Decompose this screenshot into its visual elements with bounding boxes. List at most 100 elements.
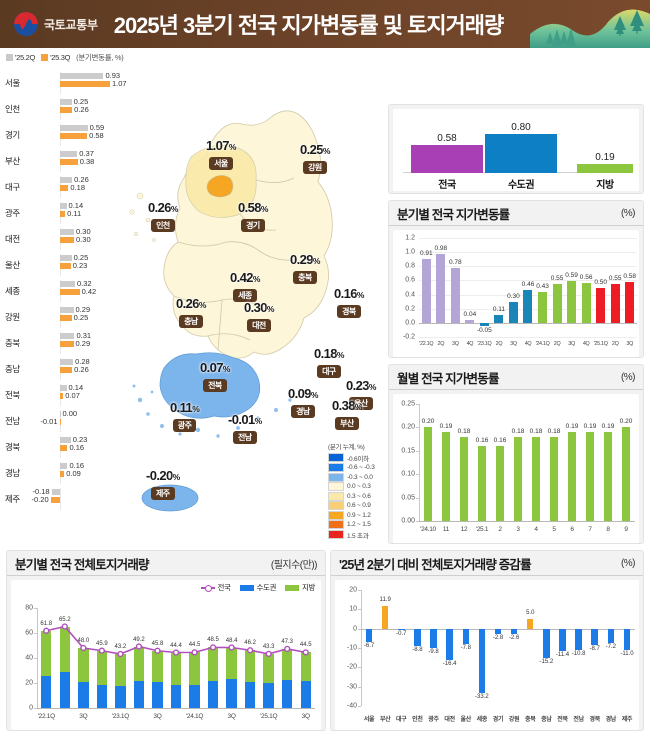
map-region-tag: 세종 [233, 289, 257, 302]
quarterly-bar [436, 253, 446, 323]
map-label-value: -0.01% [228, 412, 262, 427]
y-axis-tick: 0.05 [401, 494, 415, 502]
volume-legend-nationwide: 전국 [200, 582, 231, 593]
map-legend: (분기 누계, %) -0.6이하 -0.6 ~ -0.3 -0.3 ~ 0.0 0.… [328, 441, 384, 541]
y-tick-mark [358, 628, 361, 630]
percent-sign: % [192, 404, 200, 414]
y-axis-tick: 80 [25, 604, 33, 612]
x-axis-tick: 전남 [573, 717, 584, 723]
y-tick-mark [358, 667, 361, 669]
region-bar-value: 0.16 [69, 461, 85, 470]
region-bar-q3 [60, 393, 64, 399]
volume-total-value: 44.4 [170, 642, 182, 649]
growth-bar-value: 5.0 [526, 610, 535, 616]
volume-total-value: 65.2 [58, 616, 71, 623]
map-region-tag: 경북 [337, 305, 361, 318]
summary-bar-value: 0.80 [511, 121, 531, 133]
y-tick-mark [416, 474, 419, 476]
region-bar-q3 [60, 237, 75, 243]
monthly-bar-value: 0.20 [421, 418, 435, 426]
map-region-tag: 전북 [203, 379, 227, 392]
growth-bar-value: -2.8 [492, 635, 504, 642]
region-bar-q2 [60, 333, 75, 339]
x-axis-tick: 7 [588, 526, 592, 533]
region-bar-value: 0.26 [74, 175, 89, 184]
monthly-bar-value: 0.19 [601, 423, 615, 431]
volume-total-value: 47.3 [281, 638, 294, 645]
monthly-bar [460, 436, 468, 521]
map-label-울산: 0.23% 울산 [346, 378, 376, 411]
map-label-value: -0.20% [146, 468, 180, 483]
x-axis-tick: 8 [606, 526, 610, 533]
region-bar-list: 서울 0.93 1.07 인천 0.25 0.26 경기 0.59 0.58 부산 0.37 0.38… [0, 70, 127, 512]
region-bar-value: -0.20 [31, 495, 49, 504]
region-row-label: 광주 [5, 208, 20, 218]
x-axis-tick: '24.1Q [185, 713, 204, 720]
x-axis-tick: 5 [552, 526, 556, 533]
map-label-value: 0.09% [288, 386, 318, 401]
region-bar-value: 0.07 [65, 391, 80, 400]
monthly-bar-value: 0.18 [511, 427, 525, 435]
region-bar-value: 1.07 [112, 79, 127, 88]
y-axis-tick: 0 [353, 625, 357, 633]
quarterly-bar [479, 322, 489, 327]
region-bar-value: -0.18 [32, 487, 50, 496]
volume-stacked-chart: 0 20 40 60 80 61.8 '22.1Q 65.2 48.0 3Q 45.9 43.2 '23… [11, 580, 321, 730]
map-legend-swatch-icon [328, 482, 344, 491]
x-axis-tick: 3Q [510, 341, 517, 347]
x-axis-tick: 4Q [466, 341, 474, 347]
map-label-value: 0.23% [346, 378, 376, 393]
map-legend-swatch-icon [328, 491, 344, 501]
x-axis-tick: 대구 [396, 717, 407, 723]
capital-swatch-icon [239, 584, 254, 591]
region-bar-q2 [60, 411, 61, 417]
volume-bar-local [263, 653, 274, 684]
x-axis-tick: 11 [442, 526, 450, 533]
volume-bar-local [78, 648, 89, 683]
x-axis-tick: 3 [516, 526, 520, 533]
region-row-label: 인천 [5, 104, 20, 114]
y-tick-mark [34, 658, 37, 659]
map-label-경기: 0.58% 경기 [238, 200, 268, 233]
growth-bar-value: 11.9 [379, 596, 391, 603]
region-row-label: 부산 [5, 156, 20, 166]
volume-bar-capital [41, 676, 52, 708]
growth-bar [381, 605, 389, 629]
region-row: 부산 0.37 0.38 [0, 148, 120, 174]
growth-bar-value: -7.2 [605, 643, 616, 650]
gridline [419, 280, 637, 282]
y-axis-tick: 0.10 [401, 470, 415, 478]
map-region-tag: 강원 [303, 161, 327, 174]
region-bar-q2 [60, 99, 72, 105]
region-bar-q2 [60, 203, 67, 209]
region-row: 광주 0.14 0.11 [0, 200, 120, 226]
volume-legend-local: 지방 [285, 582, 315, 593]
volume-unit: (필지수(만)) [270, 560, 318, 571]
region-bar-value: 0.30 [76, 227, 91, 236]
x-axis-tick: 인천 [412, 717, 423, 723]
growth-bar-chart: -40 -30 -20 -10 0 10 20 -6.7 서울 11.9 부산 -0.7 대구 -8.8 인… [335, 580, 639, 730]
x-axis-tick: 2 [498, 526, 502, 533]
y-axis-tick: 40 [25, 654, 33, 662]
map-label-대전: 0.30% 대전 [244, 300, 274, 333]
growth-bar-value: -0.7 [396, 631, 407, 638]
x-axis-tick: 2Q [437, 341, 445, 347]
region-row-bars: 0.31 0.29 [30, 331, 114, 354]
region-row-label: 제주 [5, 494, 20, 504]
x-axis-tick: 강원 [508, 717, 520, 723]
x-axis-tick: 3Q [79, 713, 88, 720]
volume-bar-capital [170, 684, 182, 708]
quarterly-bar [465, 320, 475, 323]
region-bar-q3 [60, 133, 88, 139]
legend-q3-swatch-icon [41, 54, 49, 61]
volume-bar-capital [96, 685, 108, 708]
map-label-서울: 1.07% 서울 [206, 138, 236, 171]
x-axis-tick: 대전 [444, 717, 455, 723]
region-row-label: 울산 [5, 260, 20, 270]
map-region-tag: 경남 [291, 405, 315, 418]
map-label-광주: 0.11% 광주 [170, 400, 200, 433]
map-region-tag: 울산 [349, 397, 373, 410]
x-axis-tick: 2Q [611, 341, 619, 347]
quarterly-panel-header: 분기별 전국 지가변동률 (%) [389, 201, 643, 226]
region-bar-q2 [60, 307, 74, 313]
